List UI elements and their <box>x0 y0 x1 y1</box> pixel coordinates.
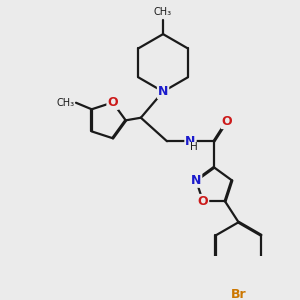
Text: Br: Br <box>231 288 246 300</box>
Text: N: N <box>158 85 168 98</box>
Text: O: O <box>222 115 232 128</box>
Text: N: N <box>185 135 196 148</box>
Text: O: O <box>198 195 208 208</box>
Text: CH₃: CH₃ <box>57 98 75 108</box>
Text: O: O <box>107 96 118 109</box>
Text: H: H <box>190 142 197 152</box>
Text: CH₃: CH₃ <box>154 7 172 17</box>
Text: N: N <box>191 174 201 187</box>
